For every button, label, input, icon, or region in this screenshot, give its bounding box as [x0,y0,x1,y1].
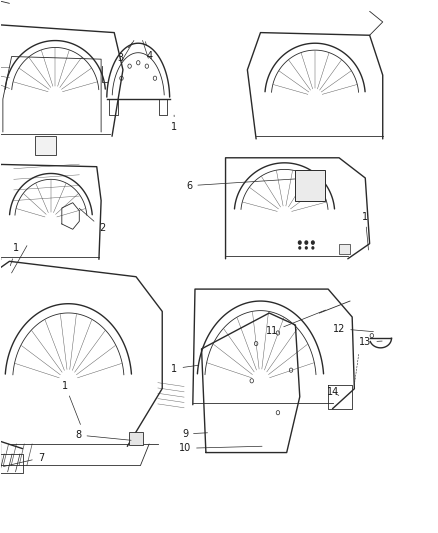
Text: 12: 12 [333,324,374,334]
Circle shape [305,247,307,249]
Text: 9: 9 [182,429,208,439]
FancyBboxPatch shape [294,169,325,201]
Circle shape [305,241,307,244]
Text: 1: 1 [10,244,19,266]
Circle shape [311,241,314,244]
Text: 6: 6 [186,179,295,191]
FancyBboxPatch shape [129,432,143,445]
Text: 1: 1 [362,212,368,250]
Text: 4: 4 [145,42,152,61]
Text: 1: 1 [171,115,177,132]
Text: 2: 2 [79,208,105,233]
FancyBboxPatch shape [35,136,56,156]
Text: 10: 10 [179,443,262,453]
Circle shape [312,247,314,249]
Circle shape [298,241,301,244]
Circle shape [299,247,300,249]
Text: 1: 1 [171,364,199,374]
Text: 11: 11 [266,310,325,336]
Text: 14: 14 [327,387,339,398]
Text: 7: 7 [4,453,44,466]
Text: 13: 13 [359,337,382,347]
Text: 3: 3 [118,43,132,62]
Text: 8: 8 [75,430,131,440]
FancyBboxPatch shape [339,244,350,254]
Text: 1: 1 [62,381,81,424]
